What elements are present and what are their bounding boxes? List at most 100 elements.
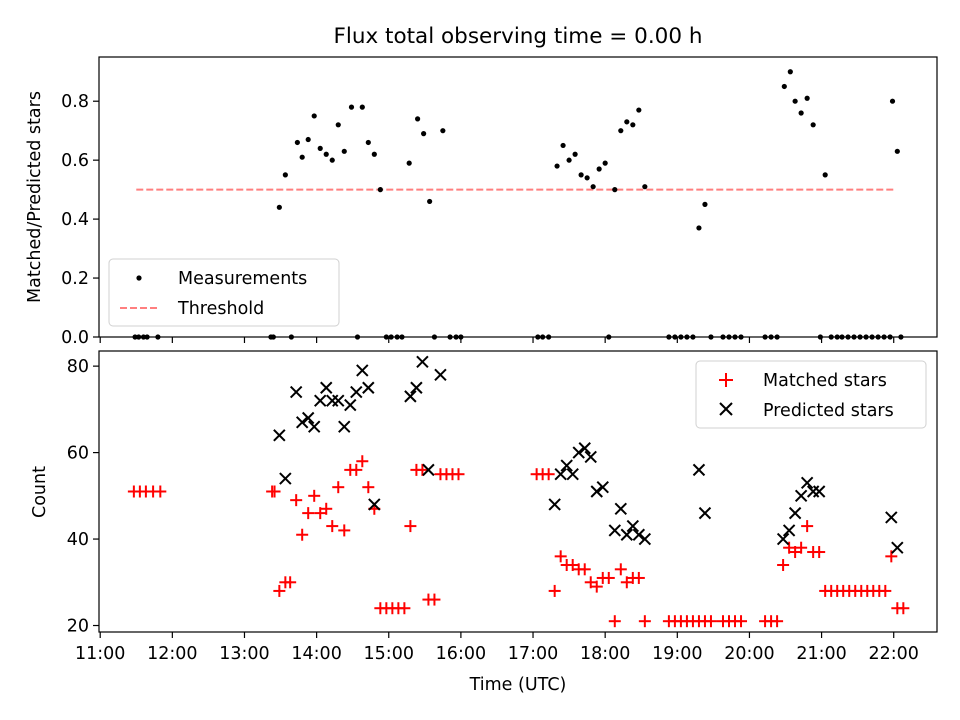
y-tick-label: 40 bbox=[67, 530, 89, 550]
predicted-star-point bbox=[404, 390, 417, 403]
predicted-star-point bbox=[891, 541, 904, 554]
predicted-star-point bbox=[308, 420, 321, 433]
measurement-point bbox=[276, 204, 282, 210]
predicted-star-point bbox=[350, 385, 363, 399]
predicted-star-point bbox=[320, 381, 333, 394]
predicted-star-point bbox=[560, 459, 573, 472]
matched-star-point bbox=[704, 615, 717, 628]
measurement-point bbox=[282, 172, 288, 178]
legend-threshold-label: Threshold bbox=[177, 299, 264, 319]
predicted-star-point bbox=[578, 442, 591, 455]
chart-title: Flux total observing time = 0.00 h bbox=[334, 24, 703, 49]
measurement-point bbox=[822, 172, 828, 178]
measurement-point bbox=[642, 184, 648, 190]
matched-star-point bbox=[320, 502, 333, 515]
matched-star-point bbox=[428, 593, 441, 606]
predicted-star-point bbox=[279, 472, 292, 485]
predicted-star-point bbox=[362, 381, 375, 394]
y-tick-label: 0.4 bbox=[61, 210, 89, 230]
matched-star-point bbox=[620, 576, 633, 589]
predicted-star-point bbox=[273, 429, 286, 442]
bottom-plot-area bbox=[127, 355, 910, 628]
measurement-point bbox=[427, 198, 433, 205]
bottom-axes-frame bbox=[98, 350, 938, 633]
x-tick-label: 18:00 bbox=[580, 644, 630, 664]
measurement-point bbox=[299, 154, 305, 160]
measurement-point bbox=[624, 119, 630, 125]
matched-star-point bbox=[326, 520, 339, 533]
predicted-star-point bbox=[566, 468, 579, 481]
y-tick-label: 0.0 bbox=[61, 328, 89, 348]
measurement-point bbox=[294, 139, 300, 146]
predicted-star-point bbox=[554, 468, 567, 481]
measurement-point bbox=[787, 69, 793, 75]
matched-star-point bbox=[548, 584, 561, 597]
top-axes-frame bbox=[98, 56, 938, 338]
y-tick-label: 0.8 bbox=[61, 92, 89, 112]
measurement-point bbox=[702, 201, 708, 207]
predicted-star-point bbox=[800, 476, 814, 490]
measurement-point bbox=[596, 166, 602, 172]
measurement-point bbox=[630, 122, 636, 128]
matched-star-point bbox=[614, 563, 627, 576]
y-tick-label: 0.6 bbox=[61, 151, 89, 171]
measurement-point bbox=[377, 187, 383, 193]
matched-star-point bbox=[789, 546, 802, 559]
y-tick-label: 60 bbox=[67, 444, 89, 464]
bottom-legend: Matched stars Predicted stars bbox=[695, 360, 927, 429]
matched-star-point bbox=[284, 576, 297, 589]
predicted-star-point bbox=[356, 364, 369, 377]
predicted-star-point bbox=[590, 485, 603, 498]
matched-star-point bbox=[879, 584, 892, 597]
y-tick-label: 20 bbox=[67, 617, 89, 637]
matched-star-point bbox=[608, 615, 621, 628]
matched-star-point bbox=[356, 455, 369, 468]
measurement-point bbox=[329, 157, 335, 163]
measurement-point bbox=[359, 104, 365, 110]
measurement-point bbox=[415, 116, 421, 122]
predicted-star-point bbox=[572, 446, 585, 459]
predicted-star-point bbox=[344, 398, 357, 412]
predicted-star-point bbox=[698, 506, 712, 520]
top-legend: Measurements Threshold bbox=[108, 258, 340, 327]
legend-measurements-marker bbox=[136, 275, 142, 281]
top-panel: 0.00.20.40.60.8 Matched/Predicted stars … bbox=[25, 56, 938, 348]
matched-star-point bbox=[735, 615, 748, 628]
measurement-point bbox=[781, 83, 787, 90]
predicted-star-point bbox=[410, 381, 423, 394]
predicted-star-point bbox=[776, 532, 790, 546]
measurement-point bbox=[365, 139, 371, 146]
measurement-point bbox=[889, 98, 896, 104]
predicted-star-point bbox=[314, 394, 327, 407]
bottom-panel: 11:00 12:00 13:00 14:00 15:00 16:00 17:00 18:00… bbox=[30, 350, 938, 695]
measurement-point bbox=[572, 151, 578, 157]
predicted-star-point bbox=[794, 489, 808, 503]
x-tick-label: 19:00 bbox=[652, 644, 702, 664]
measurement-point bbox=[602, 160, 608, 166]
measurement-point bbox=[440, 128, 446, 134]
predicted-star-point bbox=[338, 420, 351, 433]
matched-star-point bbox=[332, 481, 345, 494]
measurement-point bbox=[305, 136, 311, 143]
matched-star-point bbox=[416, 463, 429, 476]
measurement-point bbox=[566, 157, 572, 163]
x-tick-label: 11:00 bbox=[75, 644, 125, 664]
measurement-point bbox=[792, 98, 798, 104]
x-tick-label: 15:00 bbox=[364, 644, 414, 664]
predicted-star-point bbox=[584, 450, 597, 464]
measurement-point bbox=[696, 225, 702, 231]
predicted-star-point bbox=[434, 368, 447, 381]
predicted-star-point bbox=[885, 511, 898, 524]
matched-star-point bbox=[452, 468, 465, 481]
measurement-point bbox=[584, 175, 590, 181]
matched-star-point bbox=[302, 507, 315, 520]
measurement-point bbox=[804, 95, 810, 101]
matched-star-point bbox=[350, 463, 363, 476]
x-tick-label: 17:00 bbox=[508, 644, 558, 664]
matched-star-point bbox=[578, 563, 591, 576]
matched-star-point bbox=[813, 546, 826, 559]
predicted-star-point bbox=[289, 385, 303, 399]
y-tick-label: 0.2 bbox=[61, 269, 89, 289]
legend-matched-marker bbox=[719, 373, 733, 387]
matched-star-point bbox=[795, 541, 808, 554]
